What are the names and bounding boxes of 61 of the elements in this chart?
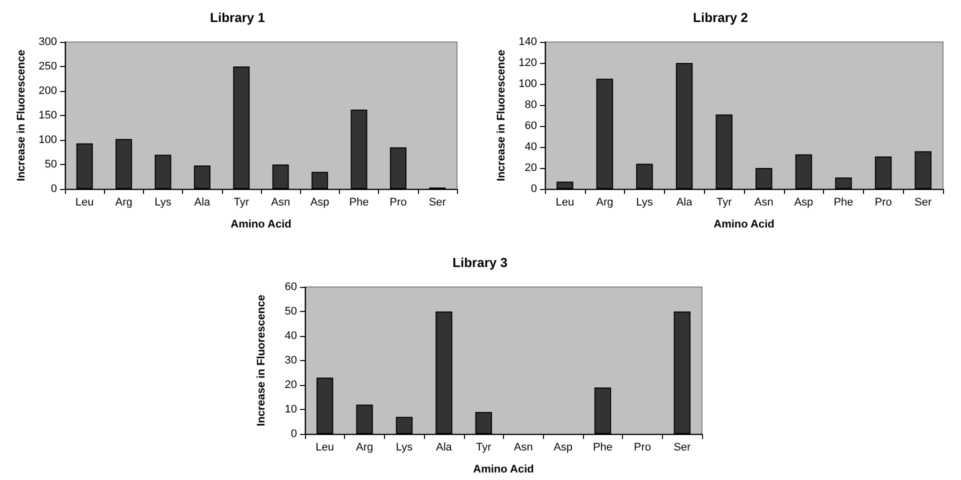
y-tick-label: 100 — [38, 134, 57, 146]
y-tick-label: 0 — [530, 183, 537, 195]
x-tick-label: Asp — [794, 196, 814, 208]
x-tick-label: Arg — [115, 196, 132, 208]
x-tick-label: Phe — [349, 196, 369, 208]
x-tick-label: Ala — [676, 196, 694, 208]
x-tick-label: Lys — [154, 196, 172, 208]
y-tick-label: 80 — [524, 99, 537, 111]
x-tick-label: Asn — [271, 196, 290, 208]
x-tick-label: Ser — [674, 442, 692, 454]
y-tick-label: 100 — [518, 78, 537, 90]
x-tick-label: Asp — [310, 196, 330, 208]
x-tick-label: Pro — [390, 196, 407, 208]
y-tick-label: 20 — [284, 379, 297, 391]
y-axis-title: Increase in Fluorescence — [496, 50, 508, 182]
y-tick-label: 30 — [284, 354, 297, 366]
x-tick-label: Ala — [194, 196, 212, 208]
chart-title: Library 3 — [452, 255, 508, 270]
x-tick-label: Tyr — [476, 442, 492, 454]
y-tick-label: 20 — [524, 162, 537, 174]
y-tick-label: 250 — [38, 60, 57, 72]
y-tick-label: 140 — [518, 36, 537, 48]
x-tick-label: Phe — [592, 442, 613, 454]
x-tick-label: Phe — [834, 196, 854, 208]
y-tick-label: 10 — [284, 404, 297, 416]
x-axis-title: Amino Acid — [714, 218, 774, 230]
y-tick-label: 120 — [518, 57, 537, 69]
y-tick-label: 0 — [290, 428, 297, 440]
y-axis-title: Increase in Fluorescence — [256, 294, 268, 426]
x-tick-label: Arg — [356, 442, 374, 454]
x-tick-label: Lys — [636, 196, 654, 208]
x-tick-label: Arg — [596, 196, 614, 208]
chart-title: Library 2 — [693, 10, 748, 25]
x-tick-label: Tyr — [716, 196, 732, 208]
y-tick-label: 40 — [284, 330, 297, 342]
x-axis-title: Amino Acid — [230, 218, 292, 230]
x-tick-label: Ala — [436, 442, 453, 454]
chart-title: Library 1 — [210, 10, 265, 25]
x-tick-label: Asn — [754, 196, 774, 208]
y-tick-label: 60 — [524, 120, 537, 132]
y-tick-label: 50 — [284, 306, 297, 318]
y-tick-label: 200 — [38, 85, 57, 97]
y-tick-label: 60 — [284, 281, 297, 293]
x-tick-label: Leu — [75, 196, 94, 208]
x-tick-label: Leu — [556, 196, 574, 208]
x-tick-label: Pro — [634, 442, 652, 454]
y-tick-label: 50 — [44, 158, 57, 170]
x-tick-label: Ser — [428, 196, 446, 208]
y-tick-label: 0 — [50, 183, 57, 195]
x-tick-label: Lys — [396, 442, 414, 454]
x-tick-label: Asn — [514, 442, 533, 454]
x-tick-label: Pro — [874, 196, 892, 208]
y-axis-title: Increase in Fluorescence — [16, 50, 28, 182]
y-tick-label: 150 — [38, 110, 57, 122]
x-tick-label: Asp — [554, 442, 573, 454]
x-tick-label: Tyr — [234, 196, 250, 208]
x-tick-label: Leu — [316, 442, 334, 454]
x-axis-title: Amino Acid — [473, 464, 534, 476]
y-tick-label: 300 — [38, 36, 57, 48]
x-tick-label: Ser — [914, 196, 932, 208]
y-tick-label: 40 — [524, 141, 537, 153]
